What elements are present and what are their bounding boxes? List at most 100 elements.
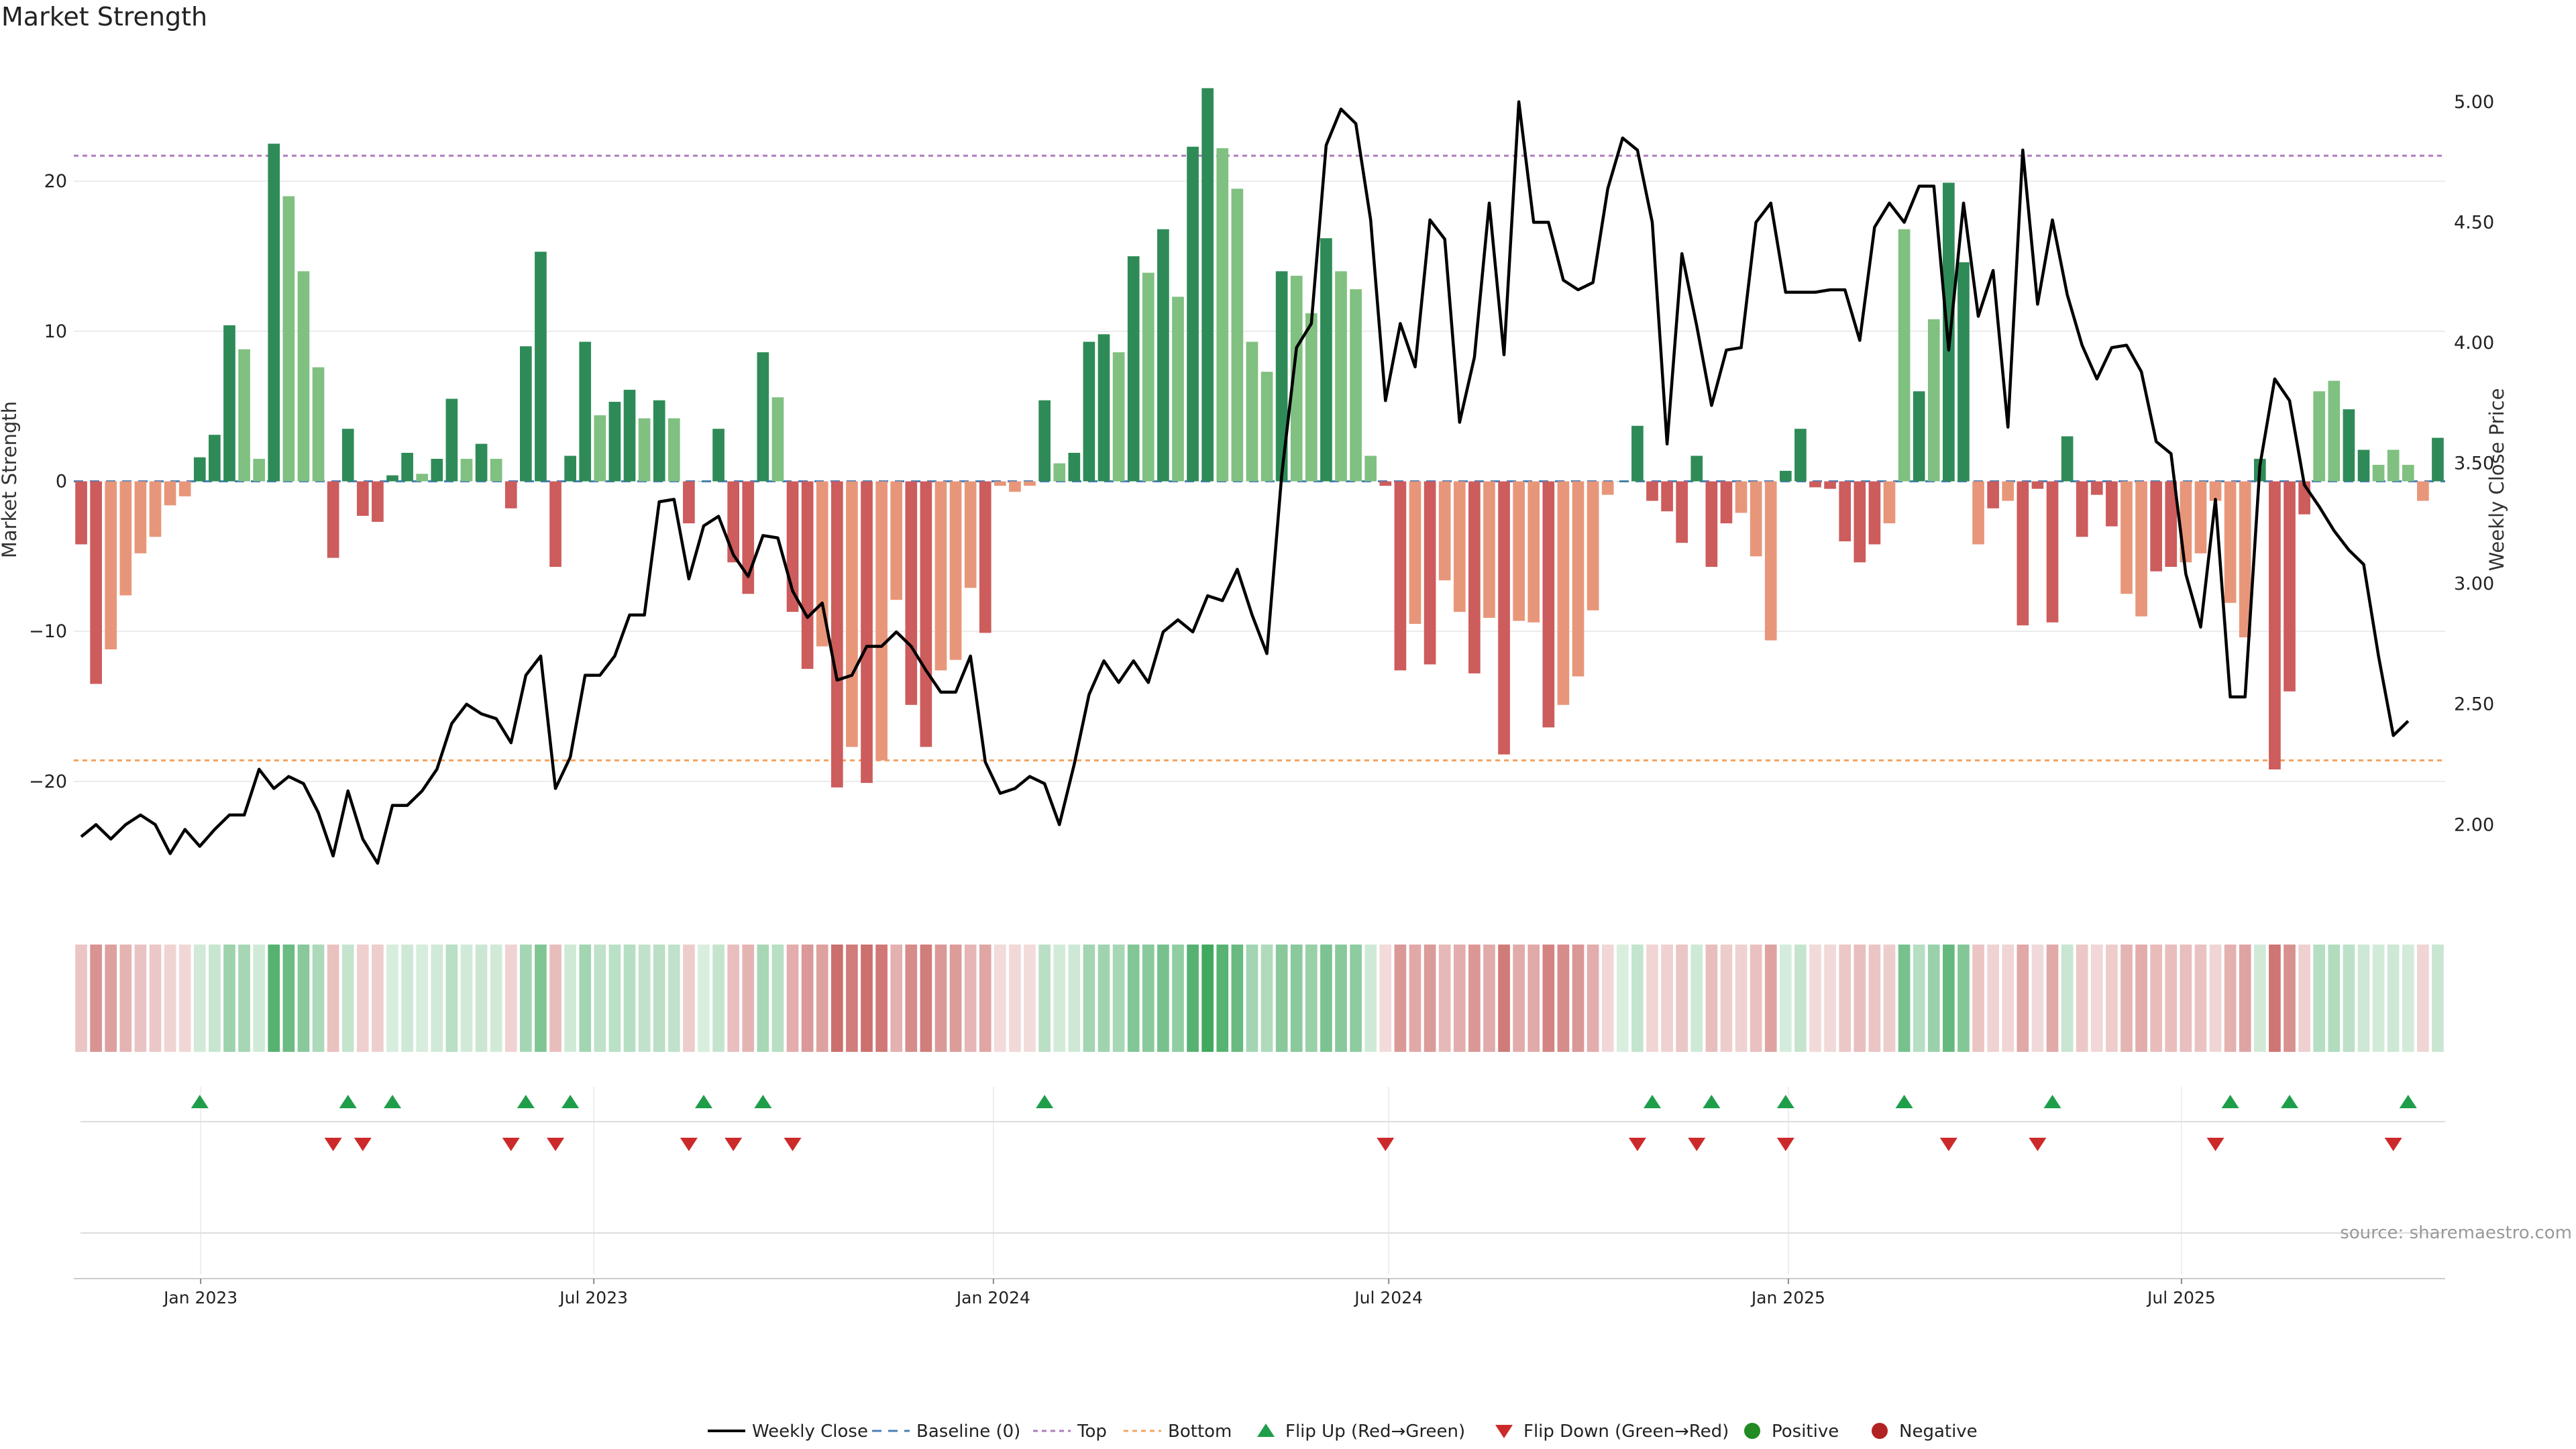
- heat-cell: [460, 945, 473, 1052]
- strength-bar: [535, 252, 547, 482]
- heat-cell: [667, 945, 680, 1052]
- y-right-tick-label: 4.50: [2454, 212, 2494, 233]
- strength-bar: [1661, 481, 1673, 512]
- heat-cell: [2031, 945, 2044, 1052]
- strength-bar: [253, 458, 266, 482]
- heat-cell: [1587, 945, 1599, 1052]
- heat-cell: [105, 945, 117, 1052]
- heat-cell: [327, 945, 339, 1052]
- heat-cell: [2239, 945, 2251, 1052]
- strength-bar: [1394, 481, 1407, 671]
- heat-cell: [268, 945, 280, 1052]
- flip-down-marker: [1776, 1138, 1794, 1151]
- strength-bar: [209, 435, 221, 482]
- heat-cell: [2090, 945, 2103, 1052]
- flip-down-marker: [784, 1138, 802, 1151]
- strength-bar: [134, 481, 147, 553]
- strength-bar: [964, 481, 977, 588]
- heat-cell: [683, 945, 695, 1052]
- strength-bar: [2328, 380, 2341, 482]
- heat-cell: [2106, 945, 2118, 1052]
- heat-cell: [1972, 945, 1984, 1052]
- heat-cell: [2269, 945, 2281, 1052]
- source-label: source: sharemaestro.com: [2340, 1223, 2572, 1243]
- y-left-tick-label: 0: [56, 472, 67, 492]
- heat-cell: [890, 945, 903, 1052]
- heat-cell: [2180, 945, 2192, 1052]
- heat-cell: [1750, 945, 1762, 1052]
- legend-label: Top: [1077, 1421, 1107, 1442]
- strength-bar: [1438, 481, 1451, 581]
- heat-cell: [475, 945, 488, 1052]
- flip-down-marker: [354, 1138, 372, 1151]
- heat-cell: [1854, 945, 1866, 1052]
- flip-down-marker: [2384, 1138, 2402, 1151]
- strength-bar: [327, 481, 339, 558]
- strength-bar: [1587, 481, 1599, 610]
- legend-label: Flip Up (Red→Green): [1285, 1421, 1465, 1442]
- flip-up-marker: [2221, 1095, 2239, 1108]
- x-tick-label: Jan 2023: [162, 1288, 237, 1307]
- x-tick-label: Jan 2025: [1750, 1288, 1825, 1307]
- heat-cell: [193, 945, 206, 1052]
- heat-cell: [2017, 945, 2029, 1052]
- heat-cell: [1735, 945, 1748, 1052]
- heat-cell: [875, 945, 888, 1052]
- strength-bar: [1898, 229, 1911, 482]
- strength-bar: [268, 144, 280, 482]
- flip-down-marker: [547, 1138, 565, 1151]
- strength-bar: [1542, 481, 1555, 728]
- strength-bar: [608, 401, 621, 482]
- legend-label: Negative: [1899, 1421, 1978, 1442]
- strength-bar: [727, 481, 740, 563]
- strength-bar: [75, 481, 87, 545]
- strength-bar: [2121, 481, 2133, 594]
- heat-cell: [372, 945, 384, 1052]
- strength-bar: [1260, 372, 1273, 482]
- heat-cell: [1572, 945, 1585, 1052]
- strength-bar: [2239, 481, 2251, 638]
- strength-bar: [2090, 481, 2103, 495]
- heat-cell: [1483, 945, 1495, 1052]
- heat-cell: [816, 945, 828, 1052]
- strength-bar: [1305, 313, 1318, 482]
- heat-cell: [1335, 945, 1347, 1052]
- heat-cell: [1246, 945, 1258, 1052]
- strength-bar: [2343, 409, 2355, 482]
- strength-bar: [1216, 148, 1229, 482]
- y-right-tick-label: 2.50: [2454, 694, 2494, 715]
- strength-bar: [1779, 470, 1792, 482]
- strength-bar: [1187, 146, 1199, 482]
- legend-swatch-flip-down: [1495, 1425, 1513, 1438]
- strength-bar: [979, 481, 991, 633]
- strength-bar: [445, 398, 458, 482]
- strength-bar: [1883, 481, 1896, 524]
- y-left-tick-label: −10: [29, 621, 67, 642]
- heat-cell: [1616, 945, 1629, 1052]
- strength-bar: [1557, 481, 1570, 705]
- heat-cell: [2357, 945, 2370, 1052]
- strength-bar: [2017, 481, 2029, 626]
- heat-cell: [594, 945, 606, 1052]
- strength-bar: [238, 349, 250, 482]
- x-tick-label: Jul 2025: [2146, 1288, 2216, 1307]
- axes: −20 −10 0 10 20 2.00 2.50 3.00 3.50 4.00 4.50 5.00: [29, 92, 2494, 835]
- heat-cell: [356, 945, 369, 1052]
- strength-bar: [401, 453, 413, 482]
- heat-cell: [119, 945, 132, 1052]
- y-left-tick-label: 10: [44, 321, 67, 342]
- weekly-close-line: [80, 100, 2410, 865]
- strength-bar: [623, 390, 636, 482]
- legend-swatch-positive: [1744, 1423, 1760, 1439]
- strength-bar: [2002, 481, 2015, 501]
- y-right-tick-label: 5.00: [2454, 92, 2494, 113]
- strength-bar: [1987, 481, 1999, 508]
- flip-up-marker: [2281, 1095, 2299, 1108]
- strength-bar: [1142, 272, 1155, 482]
- heat-cell: [905, 945, 918, 1052]
- strength-bar: [2150, 481, 2163, 572]
- y-right-tick-label: 4.00: [2454, 333, 2494, 354]
- strength-heat-strip: [75, 945, 2444, 1052]
- y-left-tick-label: 20: [44, 171, 67, 192]
